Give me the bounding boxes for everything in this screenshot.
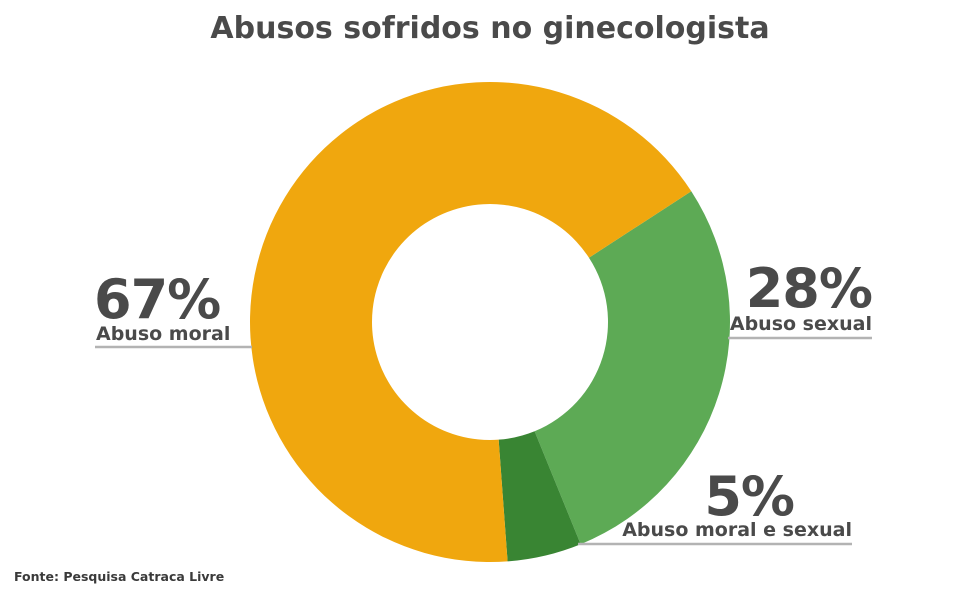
value-label-abuso-moral-e-sexual: 5% (704, 465, 794, 528)
donut-slices (250, 81, 730, 563)
category-label-abuso-moral-e-sexual: Abuso moral e sexual (622, 519, 852, 541)
label-abuso-moral: 67% Abuso moral (94, 268, 252, 349)
category-label-abuso-moral: Abuso moral (96, 323, 230, 345)
slice-abuso-sexual (534, 191, 730, 545)
value-label-abuso-moral: 67% (94, 268, 220, 331)
slice-abuso-moral (250, 81, 692, 563)
label-abuso-sexual: 28% Abuso sexual (728, 257, 873, 340)
slice-abuso-moral-e-sexual (498, 431, 581, 562)
category-label-abuso-sexual: Abuso sexual (730, 313, 872, 335)
label-abuso-moral-e-sexual: 5% Abuso moral e sexual (578, 465, 852, 546)
source-note: Fonte: Pesquisa Catraca Livre (14, 569, 224, 584)
value-label-abuso-sexual: 28% (746, 257, 872, 320)
chart-title: Abusos sofridos no ginecologista (210, 11, 769, 46)
